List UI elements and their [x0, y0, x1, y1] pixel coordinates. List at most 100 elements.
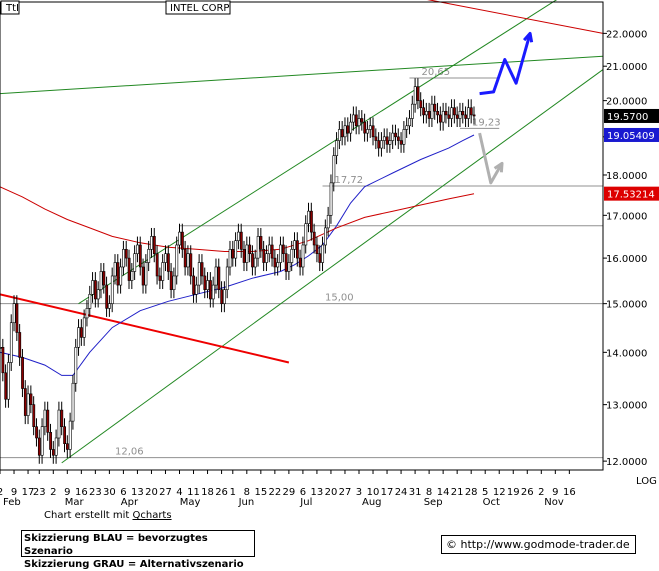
scenario-arrowhead-gray-alternative — [493, 161, 504, 173]
candle-body — [242, 249, 246, 263]
candle-body — [391, 132, 395, 141]
candle-body — [209, 280, 212, 300]
candle-body — [352, 114, 355, 123]
candle-body — [262, 249, 266, 263]
candle-body — [51, 449, 55, 456]
trendlines — [0, 0, 604, 464]
candle-body — [402, 129, 406, 145]
candle-body — [152, 236, 156, 255]
x-day-label: 5 — [482, 487, 488, 498]
y-tick-label: 12.0000 — [606, 457, 647, 468]
candle-body — [136, 244, 139, 255]
y-axis: 12.0000 13.0000 14.0000 15.0000 16.0000 17.00… — [603, 29, 659, 468]
candle-body — [340, 129, 344, 138]
candle-body — [169, 271, 173, 290]
x-day-label: 8 — [244, 487, 250, 498]
candle-body — [158, 275, 162, 281]
candle-body — [130, 271, 134, 281]
candle-body — [43, 409, 47, 427]
candle-body — [155, 253, 159, 277]
ma-line-ma-blue — [0, 134, 475, 376]
candle-body — [220, 289, 224, 304]
x-month-label: Nov — [544, 497, 564, 508]
candle-body — [181, 231, 184, 250]
candle-body — [127, 257, 131, 281]
candle-body — [122, 249, 125, 268]
candle-body — [164, 253, 167, 263]
candle-body — [321, 244, 325, 263]
candle-body — [12, 303, 16, 324]
x-day-label: 9 — [11, 487, 17, 498]
price-chart: 20,65 19,23 17,72 15,00 12,06 12.0000 13.0000… — [0, 0, 659, 508]
candle-body — [150, 236, 153, 250]
x-month-label: Sep — [424, 497, 443, 508]
candle-body — [18, 332, 22, 358]
scenario-sketches — [478, 31, 534, 185]
candle-body — [453, 107, 456, 116]
x-day-label: 26 — [521, 487, 534, 498]
candle-body — [88, 294, 92, 309]
x-month-label: May — [180, 497, 201, 508]
candle-body — [273, 257, 277, 268]
x-day-label: 13 — [131, 487, 144, 498]
candle-body — [290, 249, 294, 263]
y-tick-label: 14.0000 — [606, 348, 647, 359]
candle-body — [267, 244, 271, 255]
candle-body — [144, 262, 148, 286]
x-day-label: 11 — [187, 487, 200, 498]
level-label-17.72: 17,72 — [335, 175, 364, 186]
candle-body — [394, 132, 397, 138]
candle-body — [405, 125, 409, 130]
price-tag-red-ma-tag — [604, 186, 659, 201]
x-day-label: 28 — [465, 487, 478, 498]
horizontal-levels: 20,65 19,23 17,72 15,00 12,06 — [0, 67, 603, 459]
candle-body — [312, 231, 316, 246]
price-tag-label-blue-ma-tag: 19.05409 — [607, 131, 655, 142]
candle-body — [91, 280, 95, 295]
x-day-label: 13 — [311, 487, 324, 498]
candle-body — [214, 266, 218, 286]
candle-body — [4, 372, 8, 400]
candle-body — [138, 244, 142, 268]
candle-body — [447, 114, 451, 119]
candle-body — [239, 231, 243, 250]
candle-body — [430, 103, 434, 119]
x-day-label: 27 — [339, 487, 352, 498]
candle-body — [71, 382, 75, 422]
x-day-label: 2 — [0, 487, 3, 498]
candle-body — [211, 284, 215, 300]
x-day-label: 21 — [451, 487, 464, 498]
candle-body — [102, 271, 106, 286]
candle-body — [450, 107, 454, 119]
candle-body — [63, 426, 67, 444]
candle-body — [439, 114, 442, 123]
candle-body — [265, 253, 268, 263]
y-tick-label: 22.0000 — [606, 29, 647, 40]
candle-body — [281, 244, 285, 255]
y-tick-label: 20.0000 — [606, 97, 647, 108]
candle-body — [458, 110, 462, 119]
qcharts-link[interactable]: Qcharts — [132, 510, 172, 521]
candle-body — [338, 129, 341, 141]
x-day-label: 26 — [215, 487, 228, 498]
candle-body — [335, 140, 339, 156]
candle-body — [270, 244, 274, 259]
candle-body — [382, 136, 386, 141]
level-label-12.06: 12,06 — [115, 447, 144, 458]
x-day-label: 9 — [64, 487, 70, 498]
x-day-label: 8 — [426, 487, 432, 498]
x-day-label: 2 — [50, 487, 56, 498]
candle-body — [228, 249, 232, 268]
candle-body — [147, 249, 151, 263]
price-tag-blue-ma-tag — [604, 127, 659, 142]
copyright-link[interactable]: © http://www.godmode-trader.de — [441, 535, 636, 554]
candle-body — [374, 136, 378, 141]
x-day-label: 29 — [283, 487, 296, 498]
candle-body — [444, 110, 448, 116]
candle-body — [410, 103, 414, 119]
candle-body — [363, 121, 367, 134]
candle-body — [329, 182, 333, 216]
candle-body — [318, 253, 322, 263]
candle-body — [366, 129, 369, 134]
price-tag-label-close-tag: 19.5700 — [607, 112, 648, 123]
